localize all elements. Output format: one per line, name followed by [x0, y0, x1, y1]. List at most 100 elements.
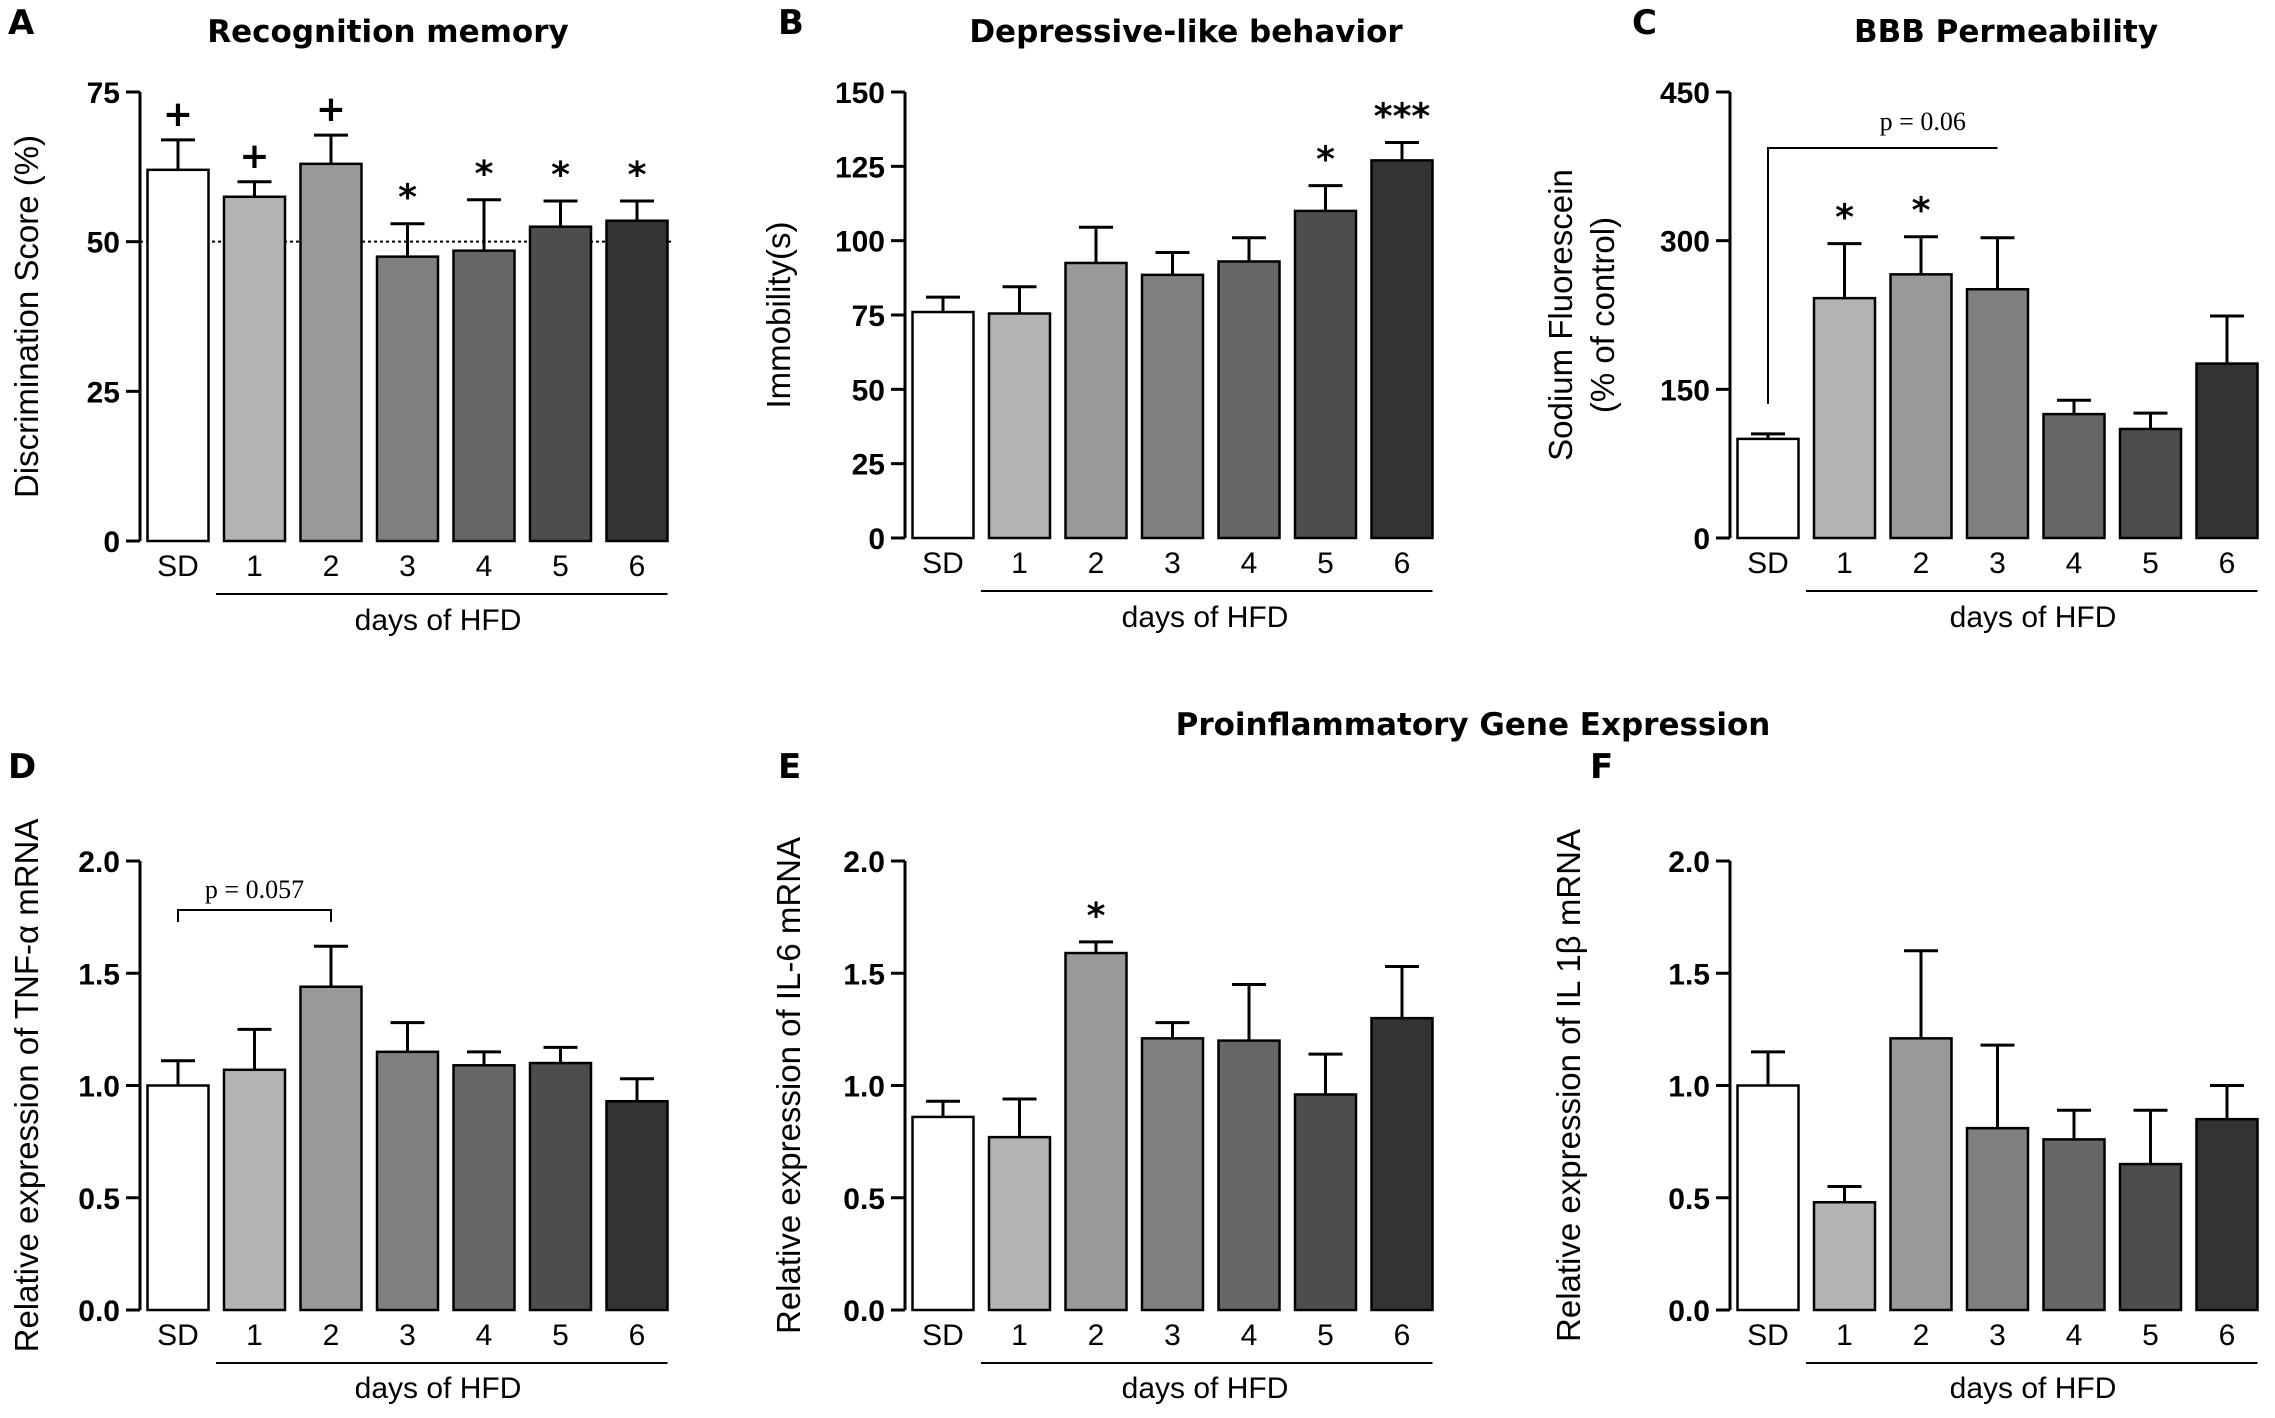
figure-section-title: Proinflammatory Gene Expression: [1176, 707, 1771, 743]
panel-d-ytick-label: 0.0: [78, 1295, 120, 1328]
panel-b-letter: B: [778, 3, 804, 43]
panel-f-category-label: 3: [1989, 1319, 2006, 1352]
panel-f-ytick-label: 1.5: [1668, 958, 1710, 991]
panel-c-bar: [1965, 287, 2030, 540]
panel-e-ytick-label: 2.0: [843, 846, 885, 879]
panel-f-y-title: Relative expression of IL 1β mRNA: [1550, 829, 1587, 1342]
panel-b-title: Depressive-like behavior: [969, 14, 1403, 50]
panel-d-bar: [299, 985, 363, 1312]
panel-e-category-label: 3: [1164, 1319, 1181, 1352]
panel-f-ytick-label: 1.0: [1668, 1071, 1710, 1104]
panel-f-bar: [2118, 1162, 2183, 1312]
panel-f-bar: [1812, 1200, 1877, 1312]
panel-c-bar: [1812, 296, 1877, 540]
panel-a-category-label: 5: [552, 550, 569, 583]
panel-b-bar: [1217, 260, 1281, 540]
panel-b-ytick-label: 75: [852, 300, 885, 333]
panel-c-bar: [2195, 362, 2259, 540]
panel-e-letter: E: [778, 747, 801, 787]
panel-b-ytick-label: 100: [835, 226, 885, 259]
panel-e-category-label: 6: [1394, 1319, 1411, 1352]
panel-c-significance-marker: *: [1835, 198, 1854, 239]
panel-b-ytick-label: 125: [835, 151, 885, 184]
panel-a-bar: [222, 195, 287, 543]
panel-f-bar: [2042, 1138, 2106, 1312]
panel-b-bar: [987, 312, 1052, 540]
panel-c-category-label: 3: [1989, 547, 2006, 580]
panel-c-category-label: 4: [2066, 547, 2083, 580]
panel-f-category-label: SD: [1747, 1319, 1789, 1352]
panel-b-ytick-label: 25: [852, 449, 885, 482]
panel-e-bar: [1293, 1093, 1358, 1312]
panel-e-bar: [1370, 1016, 1434, 1312]
panel-e-ytick-label: 0.0: [843, 1295, 885, 1328]
panel-c-y-title: Sodium Fluorescein: [1542, 169, 1579, 461]
panel-a-significance-marker: +: [239, 136, 269, 177]
panel-e-ytick-label: 1.0: [843, 1071, 885, 1104]
panel-f-bar: [1965, 1126, 2030, 1312]
panel-e-y-title: Relative expression of IL-6 mRNA: [770, 837, 807, 1334]
panel-b-category-label: 2: [1088, 547, 1105, 580]
panel-b-category-label: 5: [1317, 547, 1334, 580]
panel-b-significance-marker: *: [1316, 140, 1335, 181]
panel-f-group-label: days of HFD: [1950, 1372, 2117, 1405]
panel-a-ytick-label: 50: [87, 227, 120, 260]
panel-e-bar: [1064, 951, 1128, 1312]
panel-c-ytick-label: 450: [1660, 77, 1710, 110]
panel-a-significance-marker: *: [628, 155, 647, 196]
panel-a-category-label: SD: [157, 550, 199, 583]
panel-a-ytick-label: 75: [87, 77, 120, 110]
panel-c-bracket: [1767, 147, 1998, 404]
panel-a-y-title: Discrimination Score (%): [8, 135, 45, 498]
panel-d-category-label: 5: [552, 1319, 569, 1352]
panel-d-category-label: 3: [399, 1319, 416, 1352]
panel-b-bar: [1064, 261, 1128, 540]
panel-e-bar: [987, 1135, 1052, 1312]
panel-e-ytick-label: 1.5: [843, 958, 885, 991]
panel-d-group-label: days of HFD: [355, 1372, 522, 1405]
panel-b-category-label: 4: [1241, 547, 1258, 580]
panel-b-category-label: 3: [1164, 547, 1181, 580]
panel-a-significance-marker: *: [398, 178, 417, 219]
panel-a-bar: [528, 225, 593, 543]
panel-f-category-label: 1: [1836, 1319, 1853, 1352]
panel-b-bar: [1370, 159, 1434, 540]
panel-b-ytick-label: 50: [852, 374, 885, 407]
panel-d-bar: [528, 1061, 593, 1312]
panel-f-category-label: 2: [1913, 1319, 1930, 1352]
panel-d-ytick-label: 1.0: [78, 1071, 120, 1104]
panel-e-bar: [1217, 1039, 1281, 1312]
panel-f-ytick-label: 0.0: [1668, 1295, 1710, 1328]
panel-b-category-label: 1: [1011, 547, 1028, 580]
panel-f-category-label: 4: [2066, 1319, 2083, 1352]
panel-c-bar: [1889, 273, 1953, 540]
panel-d-ytick-label: 1.5: [78, 958, 120, 991]
panel-d-ytick-label: 0.5: [78, 1183, 120, 1216]
panel-a-significance-marker: +: [316, 89, 346, 130]
panel-c-ytick-label: 150: [1660, 374, 1710, 407]
panel-d-bracket-label: p = 0.057: [205, 875, 304, 904]
panel-c-ytick-label: 0: [1693, 523, 1710, 556]
panel-a-category-label: 4: [476, 550, 493, 583]
panel-e-category-label: 1: [1011, 1319, 1028, 1352]
panel-c-significance-marker: *: [1912, 191, 1931, 232]
panel-a-group-label: days of HFD: [355, 604, 522, 637]
panel-d-bar: [146, 1084, 210, 1312]
panel-d-category-label: 2: [323, 1319, 340, 1352]
panel-b-significance-marker: ***: [1374, 97, 1431, 138]
panel-a-significance-marker: +: [163, 94, 193, 135]
panel-b-ytick-label: 150: [835, 77, 885, 110]
panel-d-ytick-label: 2.0: [78, 846, 120, 879]
panel-d-bar: [452, 1064, 516, 1312]
panel-e-category-label: 5: [1317, 1319, 1334, 1352]
panel-c-y-title-units: (% of control): [1584, 217, 1621, 413]
panel-e-bar: [911, 1115, 975, 1312]
panel-c-bar: [2042, 412, 2106, 540]
panel-d-bar: [375, 1050, 440, 1312]
panel-b-group-label: days of HFD: [1122, 601, 1289, 634]
panel-a-ytick-label: 25: [87, 376, 120, 409]
panel-d-y-title: Relative expression of TNF-α mRNA: [8, 819, 45, 1353]
panel-a-category-label: 2: [323, 550, 340, 583]
panel-f-bar: [2195, 1117, 2259, 1312]
